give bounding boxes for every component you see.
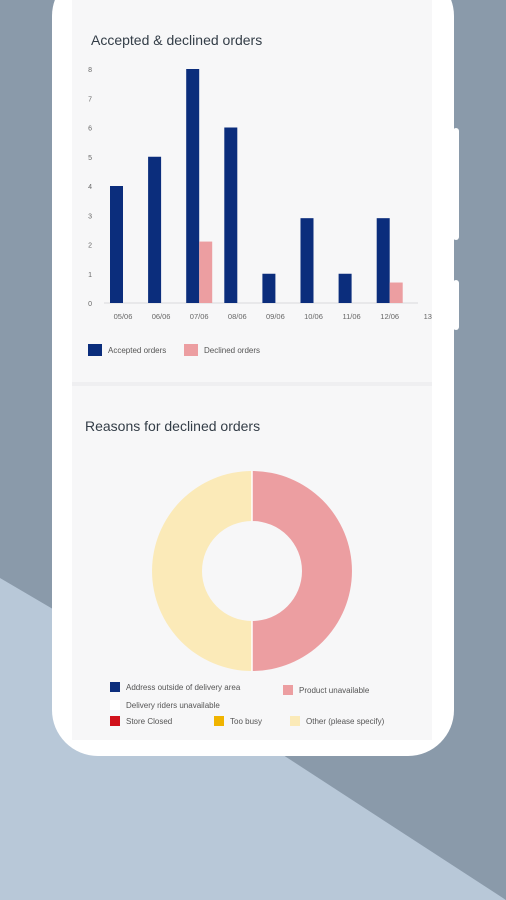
phone-side-button-lower [453,280,459,330]
bar-accepted [338,273,352,303]
bar-declined [389,282,403,303]
legend-delivery-riders: Delivery riders unavailable [110,700,220,710]
bar-accepted [262,273,276,303]
legend-store-closed: Store Closed [110,716,172,726]
y-tick-label: 1 [88,272,92,279]
y-tick-label: 5 [88,155,92,162]
bar-accepted [376,218,390,303]
y-tick-label: 0 [88,301,92,308]
x-tick-label: 13 [424,312,432,321]
declined-reasons-title: Reasons for declined orders [85,418,261,434]
legend-other: Other (please specify) [290,716,384,726]
bar-accepted [224,127,238,303]
x-tick-label: 05/06 [114,312,133,321]
accepted-declined-title: Accepted & declined orders [91,32,263,48]
legend-product-unavailable: Product unavailable [283,685,369,695]
legend-declined-label: Declined orders [204,345,261,355]
legend-declined-swatch [184,344,198,356]
legend-address-outside: Address outside of delivery area [110,682,240,692]
legend-delivery-riders-swatch [110,700,120,710]
phone-screen: Accepted & declined orders 0 1 2 3 4 5 6 7 8 05/0… [72,0,432,740]
phone-side-button-upper [453,128,459,240]
card-divider [72,382,432,386]
x-tick-label: 11/06 [342,312,360,321]
x-tick-label: 09/06 [266,312,285,321]
y-tick-label: 7 [88,96,92,103]
legend-store-closed-swatch [110,716,120,726]
donut-slice [252,471,352,671]
y-tick-label: 2 [88,243,92,250]
bar-accepted [300,218,314,303]
y-tick-label: 3 [88,213,92,220]
legend-other-label: Other (please specify) [306,716,385,726]
donut-slice [152,471,252,671]
declined-reasons-card: Reasons for declined orders Address outs… [72,386,432,740]
bar-accepted [110,186,123,303]
bar-accepted [148,156,162,303]
legend-product-unavailable-label: Product unavailable [299,685,370,695]
legend-accepted-swatch [88,344,102,356]
y-tick-label: 6 [88,126,92,133]
x-tick-label: 06/06 [152,312,171,321]
bar-declined [199,241,213,303]
accepted-declined-bar-chart: 0 1 2 3 4 5 6 7 8 05/06 06/06 07/06 08/06 09/06 10/06 1… [88,67,432,321]
legend-delivery-riders-label: Delivery riders unavailable [126,700,220,710]
bar-accepted [186,69,200,303]
x-tick-label: 07/06 [190,312,209,321]
x-tick-label: 08/06 [228,312,247,321]
legend-too-busy: Too busy [214,716,262,726]
legend-address-outside-label: Address outside of delivery area [126,682,241,692]
accepted-declined-card: Accepted & declined orders 0 1 2 3 4 5 6 7 8 05/0… [72,0,432,382]
y-tick-label: 8 [88,67,92,74]
legend-accepted-label: Accepted orders [108,345,167,355]
legend-accepted: Accepted orders [88,344,166,356]
legend-declined: Declined orders [184,344,260,356]
x-tick-label: 10/06 [304,312,323,321]
legend-product-unavailable-swatch [283,685,293,695]
x-tick-label: 12/06 [380,312,399,321]
declined-reasons-donut-chart [152,471,352,671]
legend-too-busy-label: Too busy [230,716,263,726]
legend-other-swatch [290,716,300,726]
legend-address-outside-swatch [110,682,120,692]
y-tick-label: 4 [88,184,92,191]
legend-store-closed-label: Store Closed [126,716,173,726]
legend-too-busy-swatch [214,716,224,726]
